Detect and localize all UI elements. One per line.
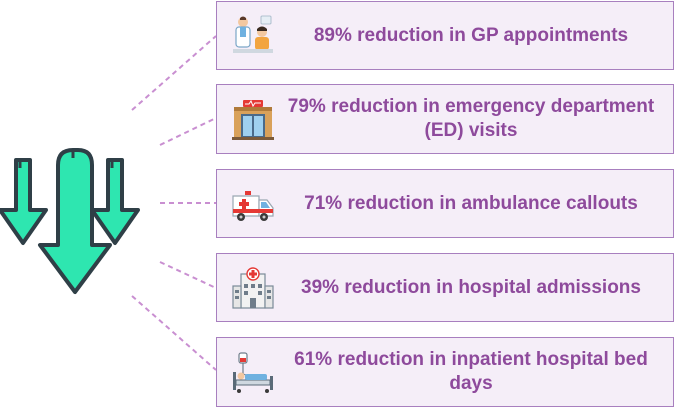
stat-label: 39% reduction in hospital admissions (301, 276, 641, 298)
down-arrows-icon (0, 148, 140, 294)
stat-label: 79% reduction in emergency department (E… (287, 96, 655, 141)
stat-card-gp: 89% reduction in GP appointments (216, 1, 674, 70)
stat-label: 71% reduction in ambulance callouts (304, 192, 638, 214)
stat-card-ambulance: 71% reduction in ambulance callouts (216, 169, 674, 238)
doctor-patient-icon (233, 15, 273, 53)
hospital-bed-icon (233, 352, 273, 393)
ambulance-icon (232, 190, 274, 221)
emergency-room-icon (232, 99, 274, 140)
stat-label: 89% reduction in GP appointments (313, 24, 629, 46)
stat-label: 61% reduction in inpatient hospital bed … (294, 349, 648, 394)
hospital-building-icon (232, 266, 274, 309)
stat-card-ed: 79% reduction in emergency department (E… (216, 84, 674, 154)
stat-card-bed-days: 61% reduction in inpatient hospital bed … (216, 337, 674, 407)
stat-card-admissions: 39% reduction in hospital admissions (216, 253, 674, 322)
